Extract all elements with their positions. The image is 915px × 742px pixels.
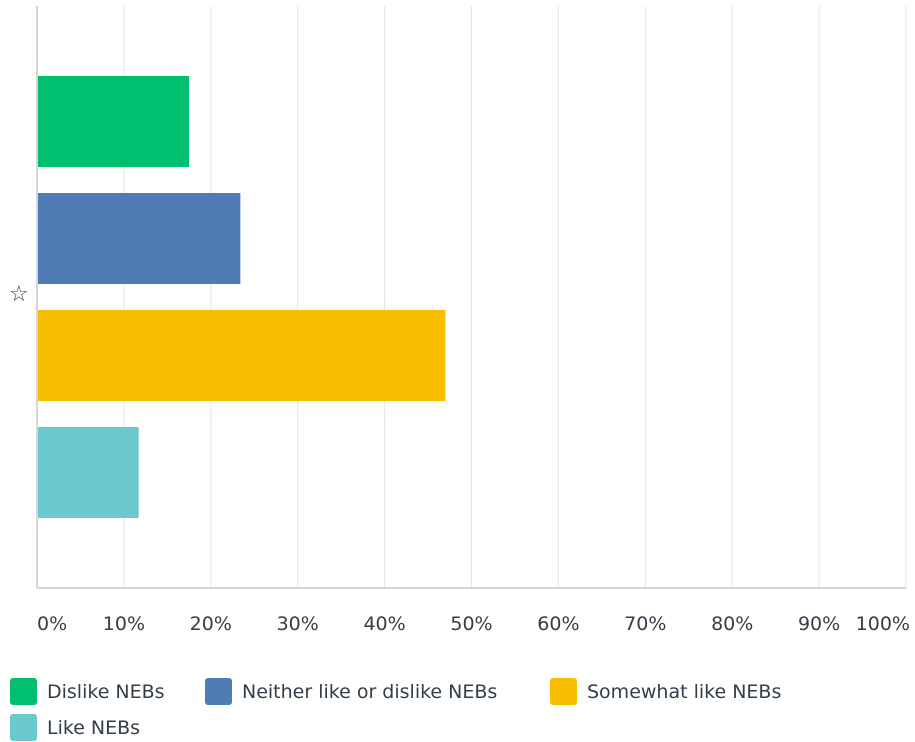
x-tick-label: 50% [450, 613, 492, 635]
x-tick-label: 60% [537, 613, 579, 635]
x-tick-label: 0% [37, 613, 67, 635]
bar-somewhat-like-nebs [38, 310, 446, 401]
bar-dislike-nebs [38, 76, 190, 167]
bar-neither-like-or-dislike-nebs [38, 193, 241, 284]
x-tick-label: 80% [711, 613, 753, 635]
x-tick-label: 20% [190, 613, 232, 635]
x-tick-label: 30% [277, 613, 319, 635]
x-tick-label: 40% [363, 613, 405, 635]
x-tick-label: 90% [798, 613, 840, 635]
star-icon[interactable]: ☆ [9, 282, 29, 307]
bar-like-nebs [38, 427, 139, 518]
x-tick-label: 10% [103, 613, 145, 635]
x-tick-label: 100% [856, 613, 910, 635]
x-tick-label: 70% [624, 613, 666, 635]
